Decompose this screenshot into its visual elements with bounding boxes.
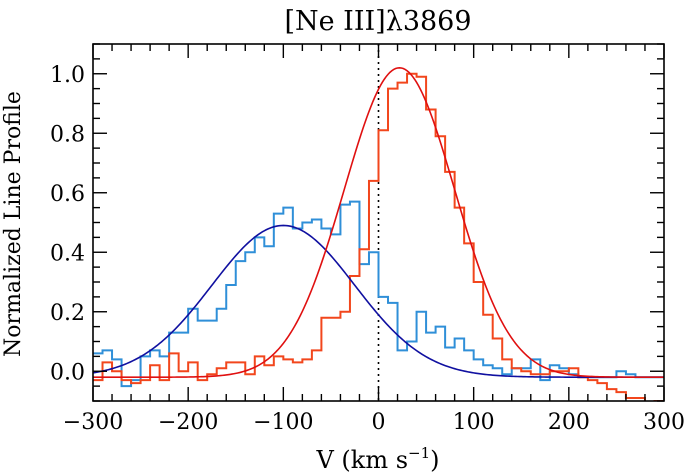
gaussian-fit-2 [93,224,664,378]
x-axis-label-main: V (km s [315,446,408,474]
y-tick-label: 1.0 [50,63,85,88]
histogram-series-1 [93,72,664,401]
series-layer [93,44,664,401]
gaussian-fit-3 [93,66,664,378]
y-tick-label: 0.2 [50,301,85,326]
x-tick-label: 200 [548,410,590,435]
y-axis-label: Normalized Line Profile [1,91,26,357]
x-axis-label-end: ) [430,446,439,474]
x-tick-label: −300 [63,410,123,435]
x-tick-label: 100 [453,410,495,435]
y-tick-label: 0.0 [50,360,85,385]
chart-title: [Ne III]λ3869 [284,6,471,37]
axis-layer: −300 −200 −100 0 100 200 300 0.0 0.2 0.4 0.6 0.8 1.0 [50,43,685,435]
y-tick-label: 0.4 [50,241,85,266]
y-tick-label: 0.8 [50,122,85,147]
x-tick-label: −200 [158,410,218,435]
x-axis-label: V (km s−1) [315,444,439,474]
x-tick-label: −100 [253,410,313,435]
x-tick-label: 0 [372,410,386,435]
plot-frame [92,43,665,402]
y-tick-label: 0.6 [50,182,85,207]
x-axis-label-exponent: −1 [408,444,430,462]
x-tick-label: 300 [643,410,685,435]
